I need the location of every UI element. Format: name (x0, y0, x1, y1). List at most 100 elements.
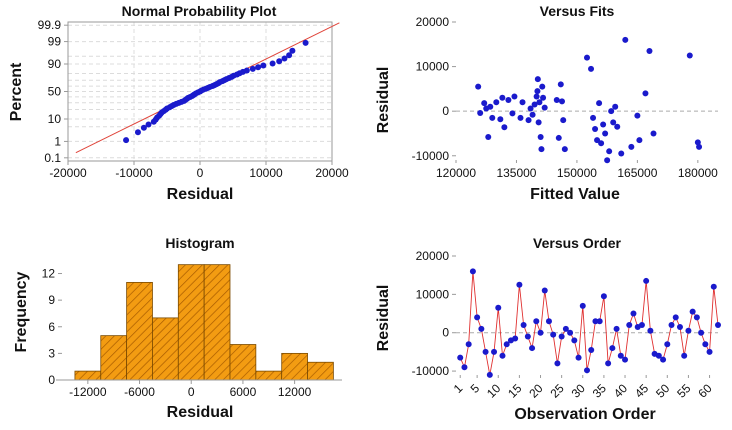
order-data-point (541, 287, 548, 294)
order-data-point (710, 283, 717, 290)
order-data-point (545, 318, 552, 325)
fits-data-point (560, 117, 567, 124)
order-data-point (672, 314, 679, 321)
fits-data-point (606, 148, 613, 155)
histogram-x-tick-label: -6000 (124, 385, 155, 399)
order-data-point (622, 356, 629, 363)
normal-plot-points (123, 39, 309, 144)
histogram-y-ticks: 0 3 6 9 12 (42, 267, 62, 387)
versus-fits-panel: Versus Fits -10000 0 10000 20000 120000 1350… (375, 3, 718, 203)
normal-data-point (260, 62, 267, 69)
fits-x-tick-label: 120000 (436, 166, 476, 180)
fits-data-point (559, 98, 566, 105)
fits-data-point (610, 119, 617, 126)
fits-data-point (497, 116, 504, 123)
fits-data-point (533, 93, 540, 100)
fits-data-point (534, 76, 541, 83)
fits-data-point (600, 121, 607, 128)
order-data-point (638, 322, 645, 329)
order-data-point (668, 322, 675, 329)
fits-data-point (594, 137, 601, 144)
order-connecting-line (459, 271, 719, 375)
order-x-tick-label: 20 (526, 381, 546, 401)
fits-plot-points (475, 36, 703, 164)
normal-data-point (145, 121, 152, 128)
fits-plot-x-ticks: 120000 135000 150000 165000 180000 (436, 160, 718, 180)
histogram-y-tick-label: 3 (48, 346, 55, 360)
fits-data-point (475, 83, 482, 90)
order-data-point (482, 348, 489, 355)
order-x-tick-label: 45 (632, 381, 652, 401)
normal-data-point (140, 124, 147, 131)
fits-data-point (538, 146, 545, 153)
order-x-tick-label: 15 (505, 381, 525, 401)
order-data-point (626, 322, 633, 329)
fits-data-point (531, 101, 538, 108)
normal-y-tick-label: 50 (48, 85, 62, 99)
fits-data-point (696, 143, 703, 150)
normal-plot-y-ticks: 0.1 1 10 50 90 99 99.9 (38, 18, 68, 165)
order-data-point (617, 352, 624, 359)
histogram-x-label: Residual (167, 404, 234, 421)
fits-y-tick-label: 20000 (416, 15, 450, 29)
order-data-point (676, 323, 683, 330)
order-x-tick-label: 50 (653, 381, 673, 401)
order-x-tick-label: 5 (468, 381, 483, 396)
order-data-point (655, 352, 662, 359)
order-x-tick-label: 30 (569, 381, 589, 401)
normal-data-point (249, 65, 256, 72)
order-data-point (702, 341, 709, 348)
order-data-point (584, 367, 590, 374)
order-data-point (554, 360, 561, 367)
normal-x-tick-label: 10000 (249, 166, 283, 180)
fits-data-point (487, 103, 494, 110)
order-data-point (533, 318, 540, 325)
fits-data-point (537, 134, 544, 141)
normal-data-point (302, 39, 309, 46)
normal-x-tick-label: 0 (197, 166, 204, 180)
fits-plot-title: Versus Fits (540, 3, 615, 19)
order-data-point (537, 329, 544, 336)
order-x-tick-label: 55 (674, 381, 694, 401)
fits-y-tick-label: -10000 (412, 149, 450, 163)
order-y-tick-label: 20000 (416, 249, 450, 263)
order-data-point (605, 360, 612, 367)
order-data-point (647, 327, 654, 334)
order-data-point (609, 345, 616, 352)
normal-data-point (269, 60, 276, 67)
fits-data-point (598, 140, 605, 147)
order-data-point (698, 329, 705, 336)
fits-data-point (481, 100, 488, 107)
histogram-bar (152, 317, 179, 381)
normal-y-tick-label: 99.9 (38, 18, 62, 32)
order-plot-x-label: Observation Order (514, 406, 655, 423)
normal-data-point (281, 55, 288, 62)
order-data-point (685, 327, 692, 334)
order-data-point (681, 352, 688, 359)
order-data-point (571, 337, 578, 344)
histogram-bar (203, 264, 231, 381)
normal-y-tick-label: 0.1 (44, 151, 61, 165)
fits-x-tick-label: 165000 (617, 166, 657, 180)
fits-data-point (519, 99, 526, 106)
fits-data-point (618, 150, 625, 157)
order-plot-y-label: Residual (375, 285, 392, 352)
fits-x-tick-label: 180000 (678, 166, 718, 180)
fits-data-point (588, 65, 595, 72)
fits-data-point (489, 114, 496, 121)
histogram-bar (100, 335, 128, 381)
normal-x-tick-label: 20000 (315, 166, 349, 180)
fits-data-point (485, 134, 492, 141)
fits-data-point (602, 130, 609, 137)
order-data-point (495, 304, 502, 311)
fits-data-point (541, 104, 548, 111)
normal-probability-panel: Normal Probability Plot 0.1 1 10 50 90 99 99.9… (8, 3, 349, 203)
fits-data-point (540, 94, 547, 101)
order-data-point (558, 333, 565, 340)
fits-data-point (612, 103, 619, 110)
order-data-point (478, 325, 485, 332)
fits-data-point (636, 137, 643, 144)
fits-data-point (499, 94, 506, 101)
fits-data-point (505, 97, 512, 104)
fits-data-point (596, 100, 603, 107)
